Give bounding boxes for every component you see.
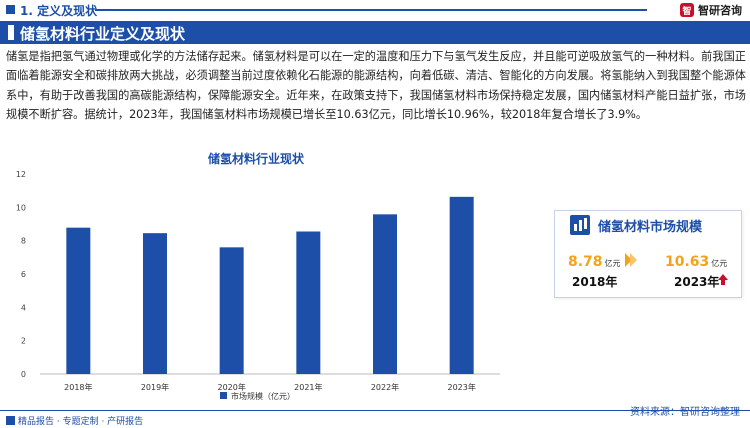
section-marker-icon: [6, 5, 15, 14]
y-tick-label: 4: [21, 303, 26, 312]
x-tick-label: 2018年: [64, 382, 92, 392]
bar: [373, 214, 397, 374]
chevron-right-icon: [625, 253, 632, 267]
start-value-number: 8.78: [568, 254, 603, 270]
section-title: 1. 定义及现状: [20, 4, 98, 18]
end-value: 10.63 亿元: [665, 254, 727, 270]
bar: [449, 196, 474, 374]
intro-paragraph: 储氢是指把氢气通过物理或化学的方法储存起来。储氢材料是可以在一定的温度和压力下与…: [6, 50, 746, 122]
end-value-unit: 亿元: [711, 259, 728, 268]
x-tick-label: 2019年: [141, 382, 169, 392]
y-tick-label: 12: [16, 170, 26, 179]
top-bar: 1. 定义及现状 智 智研咨询: [0, 0, 750, 20]
page-title: 储氢材料行业定义及现状: [20, 25, 186, 43]
bar: [296, 231, 321, 374]
bar: [66, 227, 91, 374]
bar: [219, 247, 244, 374]
start-value: 8.78 亿元: [568, 254, 621, 270]
bar-chart-icon: [570, 215, 590, 235]
legend-swatch: [220, 392, 227, 399]
chart-title: 储氢材料行业现状: [208, 152, 305, 166]
title-banner: 储氢材料行业定义及现状: [0, 21, 750, 44]
brand-logo-icon: 智: [680, 3, 694, 17]
footer-left-text: 精品报告 · 专题定制 · 产研报告: [18, 417, 144, 427]
up-arrow-stem: [721, 280, 725, 285]
legend-label: 市场规模（亿元）: [231, 391, 295, 401]
brand-name: 智研咨询: [698, 4, 742, 17]
source-note: 资料来源：智研咨询整理: [630, 407, 740, 418]
y-tick-label: 8: [21, 237, 26, 246]
y-tick-label: 2: [21, 337, 26, 346]
y-tick-label: 0: [21, 370, 26, 379]
brand: 智 智研咨询: [680, 2, 742, 18]
x-tick-label: 2021年: [294, 382, 322, 392]
x-tick-label: 2022年: [371, 382, 399, 392]
bar: [143, 233, 167, 374]
y-tick-label: 10: [16, 203, 26, 212]
up-arrow-icon: [718, 274, 728, 280]
divider: [95, 9, 647, 11]
y-tick-label: 6: [21, 270, 26, 279]
end-year: 2023年: [674, 275, 720, 289]
bar-chart: 0 2 4 6 8 10 12 2018年 2019年 2020年 2021年 2022年 2023年市…: [16, 170, 500, 401]
footer-divider: [0, 410, 750, 411]
x-tick-label: 2020年: [217, 382, 245, 392]
book-icon: [6, 416, 15, 425]
chevron-right-icon: [630, 253, 637, 267]
card-header: 储氢材料市场规模: [570, 215, 702, 235]
x-tick-label: 2023年: [447, 382, 475, 392]
footer-left: 精品报告 · 专题定制 · 产研报告: [6, 414, 143, 427]
card-label: 储氢材料市场规模: [598, 219, 703, 235]
end-value-number: 10.63: [665, 254, 710, 270]
start-value-unit: 亿元: [604, 259, 621, 268]
banner-accent: [8, 25, 14, 40]
start-year: 2018年: [572, 275, 618, 289]
